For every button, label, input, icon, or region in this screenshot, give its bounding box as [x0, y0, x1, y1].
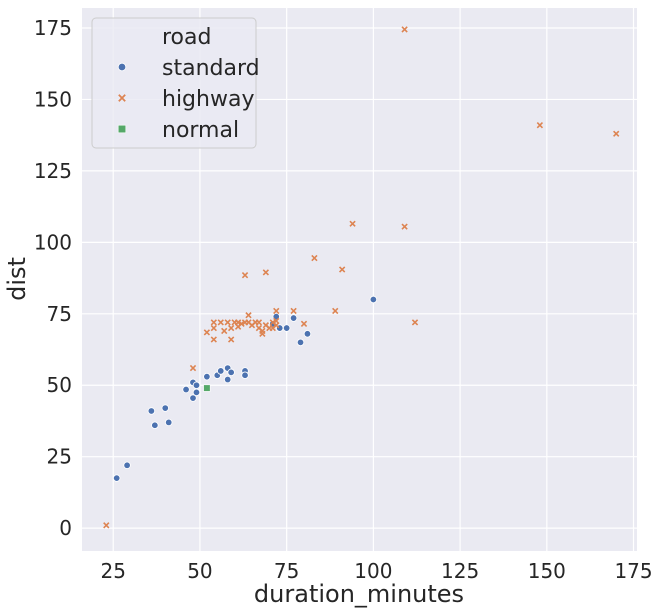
- data-point-standard: [289, 314, 298, 322]
- legend-box: [91, 17, 257, 149]
- data-point-highway: [241, 272, 249, 279]
- data-point-highway: [238, 320, 245, 327]
- data-point-highway: [290, 307, 297, 315]
- data-point-highway: [411, 319, 419, 326]
- data-point-highway: [311, 254, 318, 262]
- series-standard: [112, 295, 378, 482]
- x-tick-label: 150: [528, 559, 566, 583]
- data-point-standard: [223, 375, 232, 384]
- legend-label-standard: standard: [162, 56, 260, 81]
- y-tick-label: 25: [47, 445, 72, 469]
- data-point-standard: [151, 421, 159, 429]
- data-point-highway: [245, 312, 252, 319]
- legend-marker-standard: [117, 62, 127, 72]
- legend-item-highway: highway: [118, 87, 254, 112]
- y-tick-label: 75: [47, 302, 72, 326]
- data-point-highway: [210, 319, 217, 326]
- data-point-standard: [112, 474, 121, 482]
- x-tick-label: 175: [614, 559, 652, 583]
- x-tick-label: 75: [274, 559, 299, 583]
- data-point-highway: [217, 319, 224, 326]
- data-point-highway: [613, 130, 620, 137]
- data-point-standard: [161, 404, 169, 412]
- x-tick-label: 125: [441, 559, 479, 583]
- data-point-standard: [123, 461, 131, 469]
- legend-items: standard highway normal: [117, 56, 260, 143]
- data-point-highway: [189, 364, 197, 372]
- y-tick-label: 100: [34, 230, 72, 254]
- data-point-highway: [273, 322, 280, 329]
- data-points: [103, 26, 620, 529]
- legend-marker-normal: [117, 124, 127, 134]
- y-tick-label: 0: [59, 516, 72, 540]
- data-point-highway: [210, 336, 217, 343]
- series-normal: [203, 384, 211, 392]
- data-point-standard: [203, 372, 211, 381]
- data-point-highway: [300, 320, 308, 327]
- data-point-highway: [401, 223, 408, 230]
- data-point-highway: [203, 329, 211, 336]
- y-axis-label: dist: [3, 257, 31, 301]
- legend-title: road: [162, 25, 211, 50]
- data-point-standard: [241, 371, 249, 379]
- data-point-highway: [349, 220, 356, 227]
- data-point-standard: [282, 324, 291, 332]
- data-point-standard: [217, 367, 225, 375]
- y-tick-labels: 0 25 50 75 100 125 150 175: [34, 16, 72, 540]
- data-point-highway: [536, 122, 544, 129]
- data-point-standard: [192, 388, 201, 397]
- data-point-highway: [227, 336, 235, 343]
- x-tick-label: 100: [354, 559, 392, 583]
- series-highway: [103, 26, 620, 529]
- legend-item-normal: normal: [117, 118, 239, 143]
- legend: road standard highway normal: [91, 17, 260, 149]
- data-point-highway: [338, 266, 346, 273]
- data-point-highway: [255, 319, 263, 326]
- data-point-highway: [259, 330, 266, 337]
- y-tick-label: 50: [47, 373, 72, 397]
- data-point-highway: [273, 307, 280, 315]
- data-point-highway: [332, 307, 339, 315]
- data-point-standard: [296, 338, 305, 347]
- data-point-normal: [203, 384, 211, 392]
- data-point-standard: [192, 381, 201, 389]
- data-point-standard: [189, 394, 197, 402]
- data-point-highway: [103, 522, 110, 529]
- x-tick-label: 50: [187, 559, 212, 583]
- x-tick-label: 25: [100, 559, 125, 583]
- data-point-highway: [210, 324, 217, 332]
- y-tick-label: 125: [34, 159, 72, 183]
- y-tick-label: 150: [34, 87, 72, 111]
- data-point-standard: [147, 407, 156, 415]
- data-point-highway: [221, 327, 228, 335]
- data-point-standard: [165, 418, 173, 427]
- legend-label-highway: highway: [162, 87, 254, 112]
- data-point-standard: [227, 368, 235, 377]
- data-point-highway: [224, 319, 231, 326]
- legend-item-standard: standard: [117, 56, 260, 81]
- grid: [82, 8, 637, 551]
- data-point-highway: [262, 269, 270, 276]
- data-point-standard: [303, 330, 312, 338]
- data-point-highway: [227, 324, 235, 332]
- legend-marker-highway: [118, 94, 126, 102]
- x-axis-label: duration_minutes: [254, 580, 464, 608]
- data-point-standard: [182, 385, 190, 394]
- data-point-highway: [401, 26, 408, 33]
- data-point-standard: [369, 295, 378, 304]
- legend-label-normal: normal: [162, 118, 239, 143]
- y-tick-label: 175: [34, 16, 72, 40]
- x-tick-labels: 25 50 75 100 125 150 175: [100, 559, 652, 583]
